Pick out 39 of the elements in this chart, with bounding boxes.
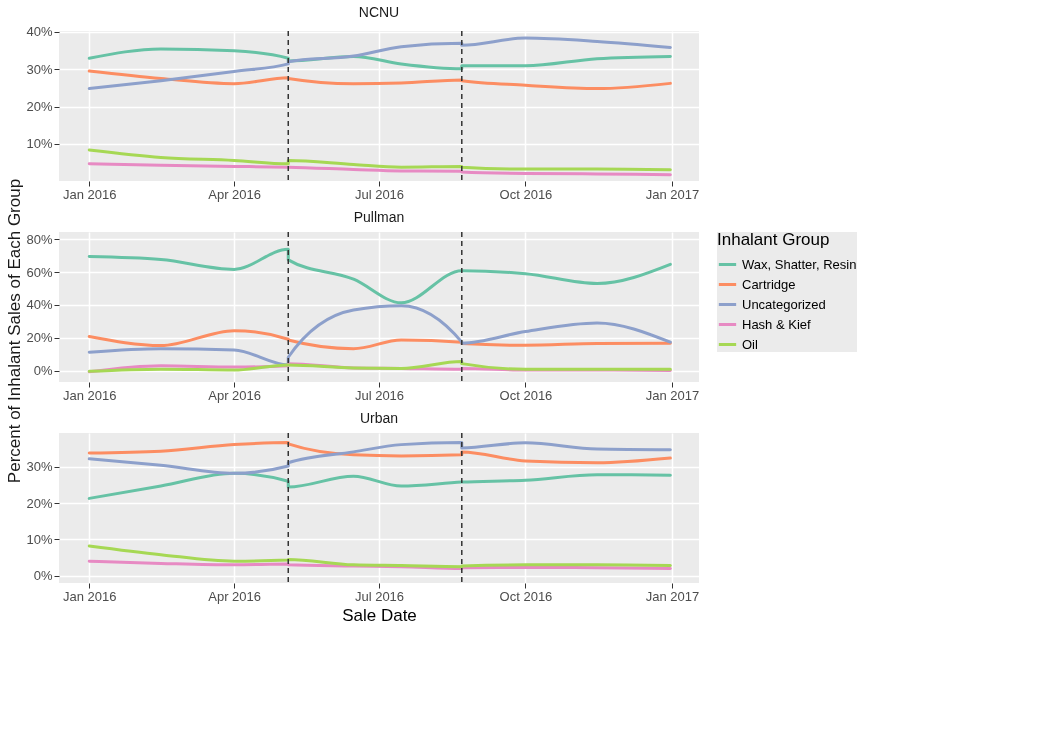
y-axis-title: Percent of Inhalant Sales of Each Group bbox=[5, 178, 24, 484]
x-tick-label: Oct 2016 bbox=[499, 588, 553, 604]
chart-title: Urban bbox=[359, 410, 399, 427]
y-tick-label: 10% bbox=[26, 531, 53, 547]
legend-title: Inhalant Group bbox=[717, 230, 830, 249]
y-tick-label: 40% bbox=[26, 24, 53, 40]
chart-title: NCNU bbox=[358, 3, 400, 20]
legend-label: Oil bbox=[742, 336, 758, 352]
x-tick-label: Jul 2016 bbox=[354, 387, 405, 403]
legend-label: Hash & Kief bbox=[742, 316, 812, 332]
x-tick-label: Oct 2016 bbox=[499, 387, 553, 403]
y-tick-label: 0% bbox=[33, 363, 53, 379]
y-tick-label: 40% bbox=[26, 297, 53, 313]
legend-label: Cartridge bbox=[742, 276, 796, 292]
legend-label: Uncategorized bbox=[742, 296, 826, 312]
y-tick-label: 10% bbox=[26, 136, 53, 152]
x-axis-title: Sale Date bbox=[342, 605, 417, 625]
y-tick-label: 80% bbox=[26, 231, 53, 247]
y-tick-label: 30% bbox=[26, 459, 53, 475]
x-tick-label: Apr 2016 bbox=[208, 387, 262, 403]
x-tick-label: Jul 2016 bbox=[354, 588, 405, 604]
x-tick-label: Apr 2016 bbox=[208, 186, 262, 202]
x-tick-label: Jul 2016 bbox=[354, 186, 405, 202]
y-tick-label: 0% bbox=[33, 568, 53, 584]
x-tick-label: Jan 2016 bbox=[63, 186, 117, 202]
legend-label: Wax, Shatter, Resin bbox=[742, 256, 857, 272]
x-tick-label: Oct 2016 bbox=[499, 186, 553, 202]
y-tick-label: 60% bbox=[26, 264, 53, 280]
x-tick-label: Jan 2017 bbox=[645, 588, 700, 604]
y-tick-label: 20% bbox=[26, 495, 53, 511]
chart-title: Pullman bbox=[353, 209, 405, 226]
x-tick-label: Jan 2016 bbox=[63, 588, 117, 604]
y-tick-label: 20% bbox=[26, 99, 53, 115]
x-tick-label: Apr 2016 bbox=[208, 588, 262, 604]
x-tick-label: Jan 2017 bbox=[645, 186, 700, 202]
x-tick-label: Jan 2016 bbox=[63, 387, 117, 403]
x-tick-label: Jan 2017 bbox=[645, 387, 700, 403]
y-tick-label: 30% bbox=[26, 61, 53, 77]
y-tick-label: 20% bbox=[26, 330, 53, 346]
